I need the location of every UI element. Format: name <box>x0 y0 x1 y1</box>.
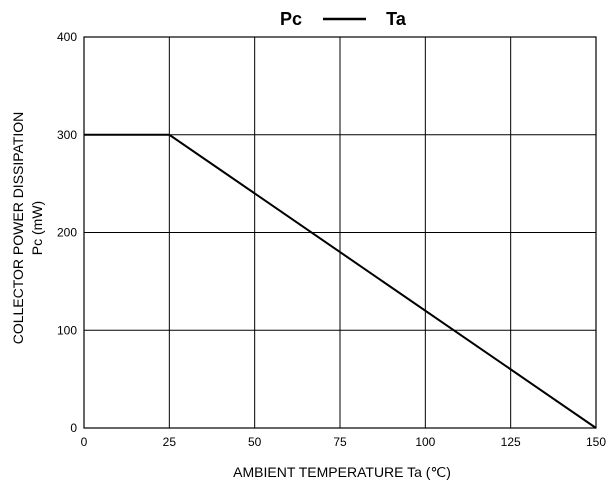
chart-title: Pc Ta <box>280 9 407 29</box>
y-axis-label: COLLECTOR POWER DISSIPATION Pc (mW) <box>10 112 45 345</box>
series-line <box>84 133 597 429</box>
y-tick-label: 200 <box>57 226 77 240</box>
y-tick-label: 300 <box>57 128 77 142</box>
x-axis-label: AMBIENT TEMPERATURE Ta (℃) <box>233 464 451 480</box>
x-tick-label: 0 <box>81 435 88 449</box>
x-tick-label: 100 <box>415 435 435 449</box>
x-tick-label: 50 <box>248 435 262 449</box>
y-tick-label: 100 <box>57 323 77 337</box>
series <box>84 133 597 429</box>
grid <box>83 36 597 429</box>
x-tick-label: 25 <box>163 435 177 449</box>
plot-frame <box>83 36 597 429</box>
x-tick-label: 125 <box>501 435 521 449</box>
y-axis-label-line2: Pc (mW) <box>29 201 45 255</box>
y-tick-label: 400 <box>57 30 77 44</box>
x-tick-label: 150 <box>586 435 606 449</box>
x-tick-label: 75 <box>333 435 347 449</box>
title-right: Ta <box>386 9 407 29</box>
title-left: Pc <box>280 9 302 29</box>
y-tick-label: 0 <box>70 421 77 435</box>
y-axis-label-line1: COLLECTOR POWER DISSIPATION <box>10 112 26 345</box>
tick-labels: 0 25 50 75 100 125 150 0 100 200 300 400 <box>57 30 606 449</box>
